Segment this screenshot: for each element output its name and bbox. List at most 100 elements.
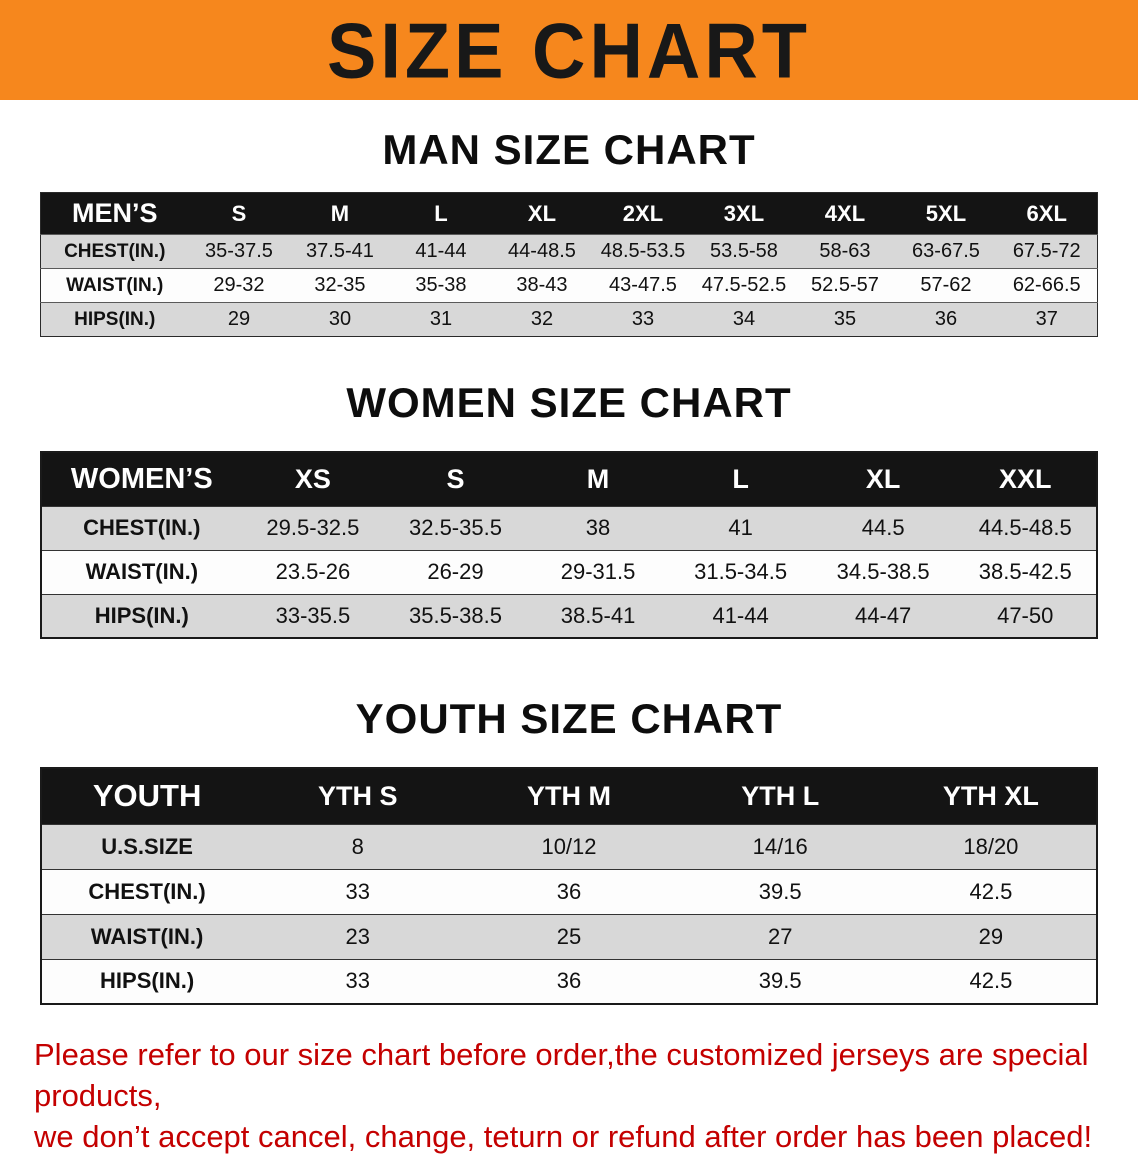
size-column-header: YTH XL xyxy=(885,768,1097,824)
size-column-header: YTH S xyxy=(252,768,464,824)
size-column-header: YTH L xyxy=(674,768,886,824)
table-header-row: YOUTH YTH S YTH M YTH L YTH XL xyxy=(41,768,1097,824)
section-heading: MAN SIZE CHART xyxy=(382,126,756,173)
table-cell: 23.5-26 xyxy=(275,559,351,584)
table-cell: 35.5-38.5 xyxy=(408,602,502,628)
size-table: YOUTH YTH S YTH M YTH L YTH XL U.S.SIZE 8 10/12… xyxy=(40,767,1098,1005)
table-row: WAIST(IN.) 29-32 32-35 35-38 38-43 43-47.5 47.… xyxy=(40,268,1098,303)
size-column-header: 6XL xyxy=(996,192,1098,235)
table-cell: 35 xyxy=(833,308,857,330)
table-cell: 34.5-38.5 xyxy=(836,559,930,584)
table-cell: 31.5-34.5 xyxy=(694,559,788,584)
table-cell: 38 xyxy=(585,515,611,540)
table-cell: 26-29 xyxy=(427,559,484,584)
table-row: HIPS(IN.) 33-35.5 35.5-38.5 38.5-41 41-44 44-… xyxy=(41,594,1097,638)
table-cell: 52.5-57 xyxy=(811,274,879,296)
table-row: HIPS(IN.) 33 36 39.5 42.5 xyxy=(41,959,1097,1004)
table-cell: 29-32 xyxy=(213,274,265,296)
table-row: CHEST(IN.) 35-37.5 37.5-41 41-44 44-48.5 48.5… xyxy=(40,234,1098,269)
table-cell: 42.5 xyxy=(969,968,1013,994)
table-cell: 47-50 xyxy=(997,602,1054,628)
row-label: HIPS(IN.) xyxy=(74,308,156,330)
size-column-header: S xyxy=(188,192,290,235)
size-column-header: S xyxy=(384,452,527,506)
size-chart-banner: SIZE CHART xyxy=(0,0,1138,100)
table-header-row: MEN’S S M L XL 2XL 3XL 4XL 5XL 6XL xyxy=(40,192,1098,235)
table-cell: 44-48.5 xyxy=(508,240,576,262)
table-cell: 53.5-58 xyxy=(710,240,778,262)
section-heading: YOUTH SIZE CHART xyxy=(355,695,783,742)
row-label: WAIST(IN.) xyxy=(85,559,199,584)
row-label: WAIST(IN.) xyxy=(66,274,164,296)
footer-note: Please refer to our size chart before or… xyxy=(34,1035,1108,1158)
size-chart-section: YOUTH SIZE CHART YOUTH YTH S YTH M YTH L YTH … xyxy=(0,695,1138,1005)
row-label: CHEST(IN.) xyxy=(64,240,166,262)
size-column-header: 3XL xyxy=(693,192,795,235)
table-cell: 29 xyxy=(978,923,1004,949)
size-column-header: YTH M xyxy=(463,768,675,824)
table-cell: 67.5-72 xyxy=(1012,240,1081,262)
table-corner-label: WOMEN’S xyxy=(41,452,242,506)
table-cell: 35-37.5 xyxy=(205,240,273,262)
table-cell: 14/16 xyxy=(752,833,808,859)
table-cell: 63-67.5 xyxy=(912,240,980,262)
table-row: CHEST(IN.) 33 36 39.5 42.5 xyxy=(41,869,1097,914)
row-label: WAIST(IN.) xyxy=(90,923,204,949)
table-cell: 38.5-41 xyxy=(560,602,636,628)
size-column-header: 4XL xyxy=(794,192,896,235)
table-cell: 43-47.5 xyxy=(609,274,677,296)
table-cell: 33-35.5 xyxy=(275,602,351,628)
table-corner-label: MEN’S xyxy=(40,192,189,235)
size-column-header: L xyxy=(669,452,812,506)
table-corner-label: YOUTH xyxy=(41,768,253,824)
table-cell: 58-63 xyxy=(819,240,871,262)
size-chart-sections: MAN SIZE CHART MEN’S S M L XL 2XL 3XL 4XL 5XL 6XL C… xyxy=(0,126,1138,1005)
size-column-header: XL xyxy=(491,192,593,235)
table-cell: 18/20 xyxy=(963,833,1019,859)
table-cell: 41 xyxy=(728,515,753,540)
size-column-header: 2XL xyxy=(592,192,694,235)
table-cell: 25 xyxy=(556,923,582,949)
table-cell: 47.5-52.5 xyxy=(701,274,787,296)
table-row: CHEST(IN.) 29.5-32.5 32.5-35.5 38 41 44.5 44.5… xyxy=(41,506,1097,550)
table-cell: 41-44 xyxy=(415,240,467,262)
table-cell: 57-62 xyxy=(920,274,972,296)
table-cell: 38-43 xyxy=(516,274,568,296)
section-heading: WOMEN SIZE CHART xyxy=(346,379,792,426)
table-cell: 37.5-41 xyxy=(306,240,374,262)
table-cell: 33 xyxy=(631,308,655,330)
table-cell: 39.5 xyxy=(758,968,802,994)
table-cell: 30 xyxy=(328,308,352,330)
size-table: WOMEN’S XS S M L XL XXL CHEST(IN.) 29.5-32.5 32.5… xyxy=(40,451,1098,639)
table-cell: 44-47 xyxy=(855,602,912,628)
table-row: HIPS(IN.) 29 30 31 32 33 34 35 36 37 xyxy=(40,302,1098,337)
table-cell: 36 xyxy=(556,878,582,904)
size-table: MEN’S S M L XL 2XL 3XL 4XL 5XL 6XL CHEST(IN.) 35-37… xyxy=(40,192,1098,337)
table-header-row: WOMEN’S XS S M L XL XXL xyxy=(41,452,1097,506)
table-cell: 37 xyxy=(1035,308,1058,330)
table-cell: 32 xyxy=(530,308,554,330)
table-cell: 48.5-53.5 xyxy=(600,240,686,262)
table-cell: 33 xyxy=(345,968,371,994)
table-cell: 44.5-48.5 xyxy=(978,515,1072,540)
size-column-header: M xyxy=(289,192,391,235)
table-cell: 34 xyxy=(732,308,756,330)
size-column-header: M xyxy=(526,452,670,506)
table-cell: 36 xyxy=(934,308,958,330)
table-cell: 10/12 xyxy=(541,833,597,859)
size-column-header: 5XL xyxy=(895,192,997,235)
banner-title: SIZE CHART xyxy=(327,6,811,94)
table-cell: 35-38 xyxy=(415,274,467,296)
row-label: HIPS(IN.) xyxy=(100,968,195,994)
size-column-header: XS xyxy=(241,452,385,506)
table-cell: 29 xyxy=(227,308,251,330)
table-cell: 27 xyxy=(767,923,793,949)
table-cell: 23 xyxy=(345,923,371,949)
row-label: CHEST(IN.) xyxy=(83,515,201,540)
table-cell: 36 xyxy=(556,968,582,994)
table-cell: 38.5-42.5 xyxy=(978,559,1072,584)
footer-line-1: Please refer to our size chart before or… xyxy=(34,1037,1089,1113)
table-cell: 33 xyxy=(345,878,371,904)
size-chart-section: MAN SIZE CHART MEN’S S M L XL 2XL 3XL 4XL 5XL 6XL C… xyxy=(0,126,1138,337)
table-cell: 32.5-35.5 xyxy=(408,515,502,540)
